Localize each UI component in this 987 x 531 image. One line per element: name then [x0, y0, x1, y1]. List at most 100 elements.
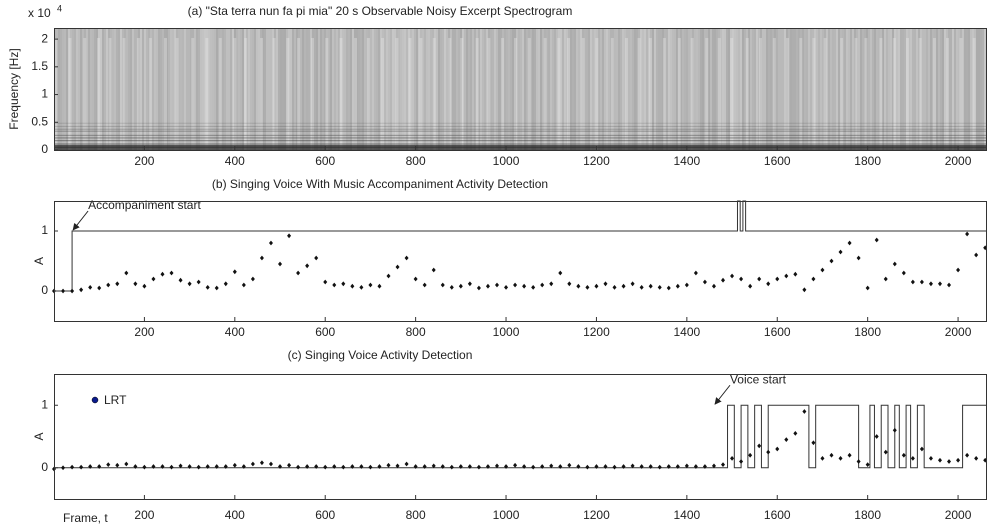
spectrogram-column: [976, 28, 978, 150]
data-point: [829, 452, 834, 458]
data-point: [856, 459, 861, 464]
spectrogram-column: [790, 28, 792, 150]
spectrogram-column: [402, 28, 404, 150]
data-point: [341, 464, 346, 470]
x-tick-label: 2000: [945, 154, 972, 168]
data-point: [811, 276, 816, 282]
spectrogram-column: [254, 28, 256, 150]
spectrogram-column: [80, 28, 82, 150]
spectrogram-column: [892, 28, 894, 150]
spectrogram-column: [738, 28, 740, 150]
spectrogram-column: [836, 28, 838, 150]
data-point: [901, 270, 906, 276]
data-point: [214, 464, 219, 469]
spectrogram-column: [348, 28, 350, 150]
x-tick-label: 1200: [583, 154, 610, 168]
data-point: [359, 464, 364, 469]
spectrogram-column: [754, 28, 756, 150]
spectrogram-column: [328, 28, 330, 150]
spectrogram-column: [760, 28, 762, 150]
spectrogram-onset: [918, 38, 922, 150]
spectrogram-column: [336, 28, 338, 150]
spectrogram-column: [90, 28, 92, 150]
spectrogram-column: [902, 28, 904, 150]
spectrogram-column: [96, 28, 98, 150]
spectrogram-column: [888, 28, 890, 150]
spectrogram-onset: [581, 38, 585, 150]
spectrogram-onset: [487, 38, 491, 150]
spectrogram-column: [702, 28, 704, 150]
data-point: [449, 464, 454, 470]
spectrogram-column: [130, 28, 132, 150]
x-tick-label: 1000: [493, 154, 520, 168]
spectrogram-onset: [311, 38, 315, 150]
spectrogram-column: [554, 28, 556, 150]
spectrogram-column: [544, 28, 546, 150]
data-point: [757, 276, 762, 282]
y-tick-label: 1: [41, 87, 48, 101]
spectrogram-column: [818, 28, 820, 150]
spectrogram-column: [460, 28, 462, 150]
data-point: [901, 452, 906, 458]
spectrogram-column: [520, 28, 522, 150]
spectrogram-column: [728, 28, 730, 150]
spectrogram-column: [172, 28, 174, 150]
data-point: [287, 462, 292, 468]
spectrogram-column: [500, 28, 502, 150]
data-point: [187, 281, 192, 287]
spectrogram-onset: [460, 38, 464, 150]
data-point: [296, 270, 301, 276]
x-tick-label: 400: [225, 154, 245, 168]
spectrogram-column: [268, 28, 270, 150]
spectrogram-column: [958, 28, 960, 150]
x-tick-label: 1400: [673, 154, 700, 168]
spectrogram-column: [890, 28, 892, 150]
data-point: [323, 279, 328, 285]
data-point: [151, 276, 156, 282]
spectrogram-column: [746, 28, 748, 150]
spectrogram-column: [570, 28, 572, 150]
spectrogram-column: [638, 28, 640, 150]
spectrogram-column: [696, 28, 698, 150]
spectrogram-column: [584, 28, 586, 150]
spectrogram-column: [616, 28, 618, 150]
spectrogram-column: [686, 28, 688, 150]
spectrogram-column: [884, 28, 886, 150]
spectrogram-column: [756, 28, 758, 150]
data-point: [332, 282, 337, 288]
spectrogram-column: [914, 28, 916, 150]
spectrogram-column: [228, 28, 230, 150]
y-axis-label: A: [32, 257, 46, 265]
x-tick-label: 600: [315, 508, 335, 522]
spectrogram-column: [680, 28, 682, 150]
spectrogram-column: [310, 28, 312, 150]
spectrogram-column: [182, 28, 184, 150]
spectrogram-onset: [339, 38, 343, 150]
y-axis-label: A: [32, 432, 46, 440]
spectrogram-column: [662, 28, 664, 150]
spectrogram-column: [636, 28, 638, 150]
data-point: [739, 459, 744, 464]
spectrogram-column: [266, 28, 268, 150]
spectrogram-column: [824, 28, 826, 150]
spectrogram-onset: [730, 38, 734, 150]
spectrogram-column: [648, 28, 650, 150]
spectrogram-column: [820, 28, 822, 150]
y-tick-label: 1.5: [31, 59, 48, 73]
spectrogram-onset: [68, 38, 72, 150]
spectrogram-column: [448, 28, 450, 150]
spectrogram-column: [322, 28, 324, 150]
data-point: [856, 255, 861, 261]
data-point: [79, 464, 84, 470]
spectrogram-column: [710, 28, 712, 150]
data-point: [657, 285, 662, 290]
spectrogram-column: [972, 28, 974, 150]
data-point: [766, 449, 771, 455]
spectrogram-column: [112, 28, 114, 150]
spectrogram-column: [470, 28, 472, 150]
spectrogram-column: [806, 28, 808, 150]
spectrogram-column: [894, 28, 896, 150]
data-point: [766, 281, 771, 287]
spectrogram-column: [788, 28, 790, 150]
spectrogram-column: [906, 28, 908, 150]
